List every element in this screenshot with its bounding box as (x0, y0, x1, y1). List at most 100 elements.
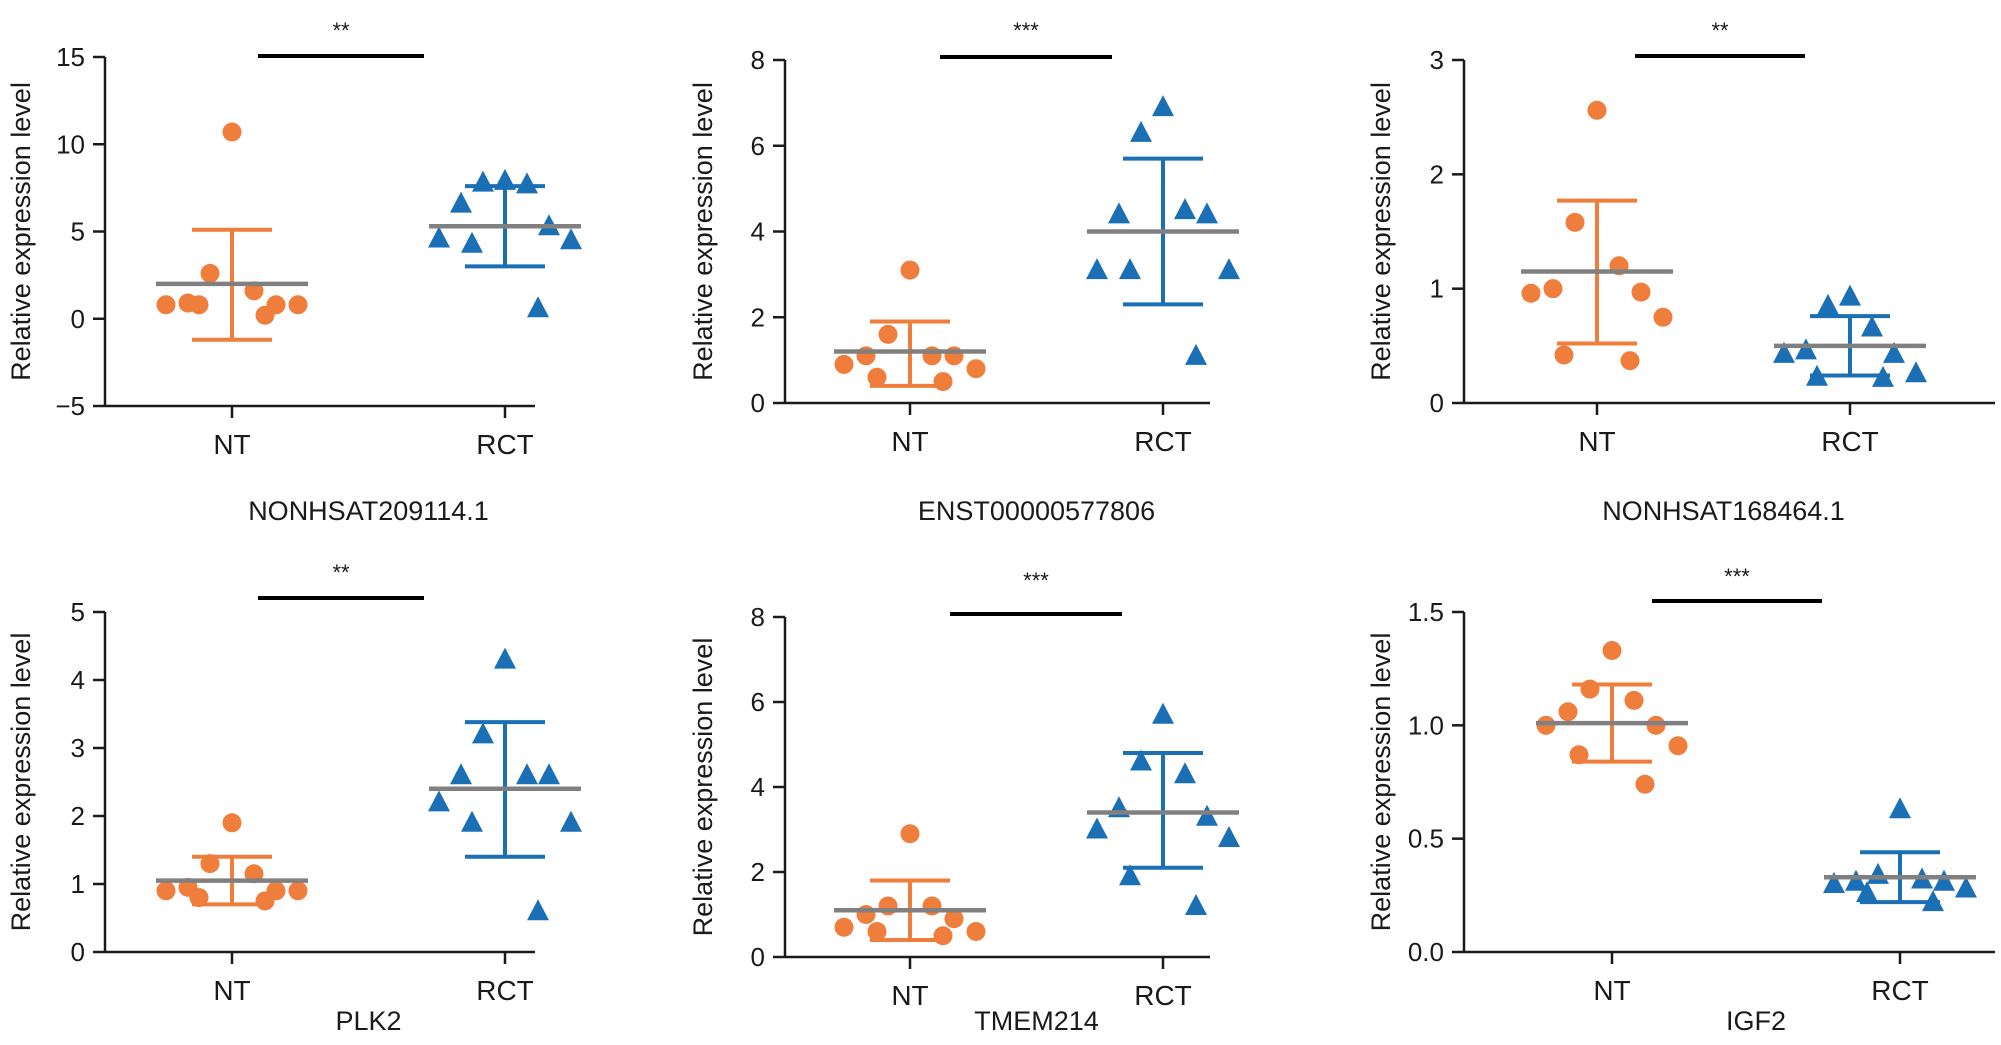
data-point (1845, 869, 1867, 891)
y-tick-label: 4 (751, 772, 765, 802)
data-point (1174, 198, 1196, 220)
data-point (461, 231, 483, 253)
data-point (1558, 702, 1578, 722)
series-nt (156, 813, 308, 911)
data-point (200, 854, 220, 874)
data-point (856, 905, 876, 924)
data-point (156, 881, 176, 901)
data-point (1861, 315, 1883, 337)
data-point (1631, 282, 1651, 302)
y-tick-label: 15 (56, 42, 85, 72)
y-axis-label: Relative expression level (1366, 82, 1396, 381)
data-point (1620, 351, 1640, 371)
panel-title: NONHSAT209114.1 (248, 496, 489, 526)
panel-title: PLK2 (335, 1006, 401, 1036)
y-axis-label: Relative expression level (688, 82, 718, 381)
y-tick-label: 2 (751, 302, 765, 332)
y-tick-label: 5 (71, 217, 85, 247)
series-rct (1773, 284, 1927, 387)
panel-5: 0 2 4 6 8 NT RCT Relative expression level *** TM… (688, 568, 1240, 1036)
data-point (834, 917, 854, 937)
data-point (428, 226, 450, 248)
significance-stars: ** (332, 18, 350, 43)
data-point (1086, 258, 1108, 280)
data-point (1773, 341, 1795, 363)
data-point (472, 722, 494, 744)
data-point (1152, 95, 1174, 117)
x-tick-label: RCT (1134, 426, 1192, 457)
data-point (1108, 202, 1130, 224)
y-tick-label: −5 (55, 391, 85, 421)
panel-title: IGF2 (1726, 1006, 1786, 1036)
series-nt (1536, 641, 1688, 794)
data-point (516, 763, 538, 785)
data-point (189, 295, 209, 315)
data-point (1933, 869, 1955, 891)
data-point (1856, 881, 1878, 903)
data-point (560, 228, 582, 250)
y-tick-label: 1 (71, 869, 85, 899)
data-point (1565, 212, 1585, 232)
y-tick-label: 0 (751, 388, 765, 418)
data-point (1580, 679, 1600, 699)
panel-title: TMEM214 (974, 1006, 1099, 1036)
y-tick-label: 2 (71, 801, 85, 831)
data-point (255, 891, 275, 911)
data-point (494, 647, 516, 669)
significance-stars: *** (1724, 564, 1750, 589)
data-point (1196, 202, 1218, 224)
data-point (878, 896, 898, 916)
y-tick-label: 6 (751, 131, 765, 161)
data-point (1635, 774, 1655, 794)
x-tick-label: NT (891, 980, 928, 1011)
x-tick-label: RCT (1821, 426, 1879, 457)
data-point (922, 346, 942, 366)
data-point (856, 346, 876, 366)
x-tick-label: RCT (1134, 980, 1192, 1011)
data-point (1086, 817, 1108, 839)
data-point (1795, 338, 1817, 360)
data-point (472, 170, 494, 192)
y-axis-label: Relative expression level (688, 638, 718, 937)
y-tick-label: 4 (71, 665, 85, 695)
y-tick-label: 1.0 (1408, 710, 1444, 740)
y-tick-label: 3 (71, 733, 85, 763)
data-point (1119, 258, 1141, 280)
data-point (200, 263, 220, 283)
data-point (1536, 715, 1556, 735)
significance-stars: ** (332, 560, 350, 585)
data-point (1653, 307, 1673, 327)
series-rct (1823, 797, 1977, 912)
data-point (288, 881, 308, 901)
y-tick-label: 6 (751, 687, 765, 717)
y-tick-label: 3 (1430, 45, 1444, 75)
series-nt (1521, 100, 1673, 371)
y-tick-label: 0 (71, 304, 85, 334)
data-point (1543, 279, 1563, 299)
data-point (1889, 797, 1911, 819)
data-point (1867, 862, 1889, 884)
data-point (156, 295, 176, 315)
data-point (834, 354, 854, 374)
x-tick-label: NT (1578, 426, 1615, 457)
data-point (1185, 343, 1207, 365)
series-nt (834, 824, 986, 946)
y-tick-label: 0 (1430, 388, 1444, 418)
data-point (1823, 872, 1845, 893)
significance-stars: ** (1711, 18, 1729, 43)
data-point (878, 324, 898, 344)
x-tick-label: NT (891, 426, 928, 457)
data-point (538, 763, 560, 785)
data-point (560, 810, 582, 832)
y-tick-label: 0 (751, 942, 765, 972)
y-tick-label: 2 (1430, 159, 1444, 189)
data-point (1839, 284, 1861, 306)
y-axis-label: Relative expression level (6, 633, 36, 932)
data-point (1152, 702, 1174, 724)
data-point (933, 926, 953, 946)
x-tick-label: RCT (476, 975, 534, 1006)
y-tick-label: 1 (1430, 274, 1444, 304)
y-tick-label: 8 (751, 602, 765, 632)
panel-2: 0 2 4 6 8 NT RCT Relative expression level *** EN… (688, 18, 1240, 526)
